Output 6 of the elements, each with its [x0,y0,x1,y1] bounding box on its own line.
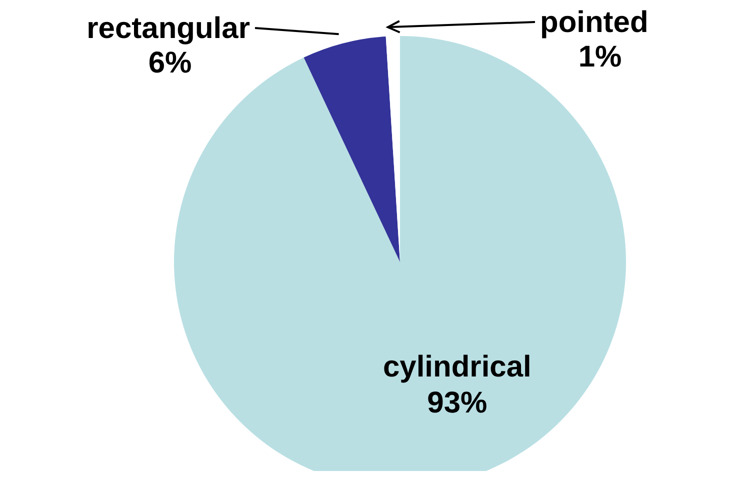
data-label: 1% [578,40,622,74]
slice-label: rectangular [86,12,250,45]
data-label: 93% [427,386,488,420]
data-label: 6% [148,46,192,80]
slice-label: cylindrical [382,350,532,384]
slice-label: pointed [540,6,648,39]
